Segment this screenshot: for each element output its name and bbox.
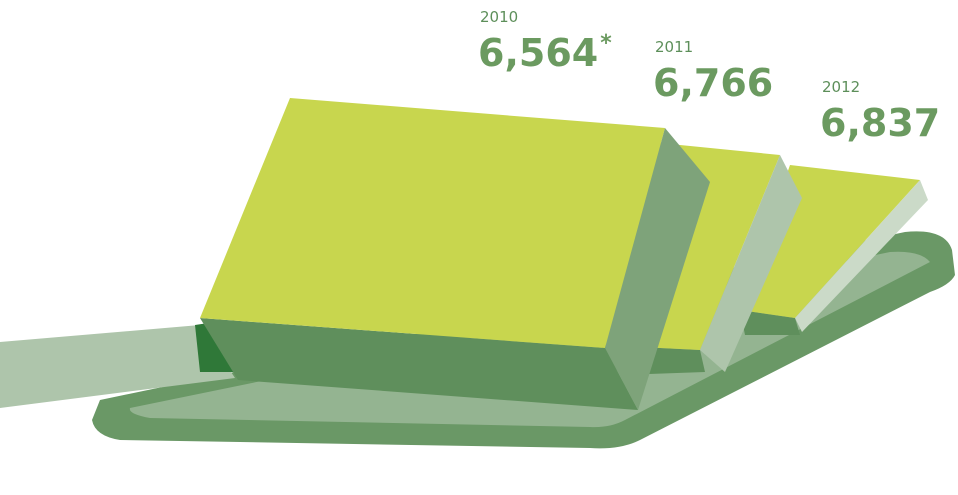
- year-label: 2011: [655, 38, 693, 56]
- value-label: 6,564: [478, 31, 598, 75]
- strip: [0, 325, 235, 408]
- year-label: 2012: [822, 78, 860, 96]
- block-side: [605, 128, 710, 410]
- year-label: 2010: [480, 8, 518, 26]
- value-label: 6,837: [820, 101, 940, 145]
- block-front: [740, 310, 800, 335]
- footnote-marker: *: [600, 31, 612, 56]
- block-front: [200, 318, 638, 410]
- value-label: 6,766: [653, 61, 773, 105]
- block-side: [700, 155, 802, 372]
- block-side: [795, 180, 928, 332]
- block-top: [200, 98, 665, 348]
